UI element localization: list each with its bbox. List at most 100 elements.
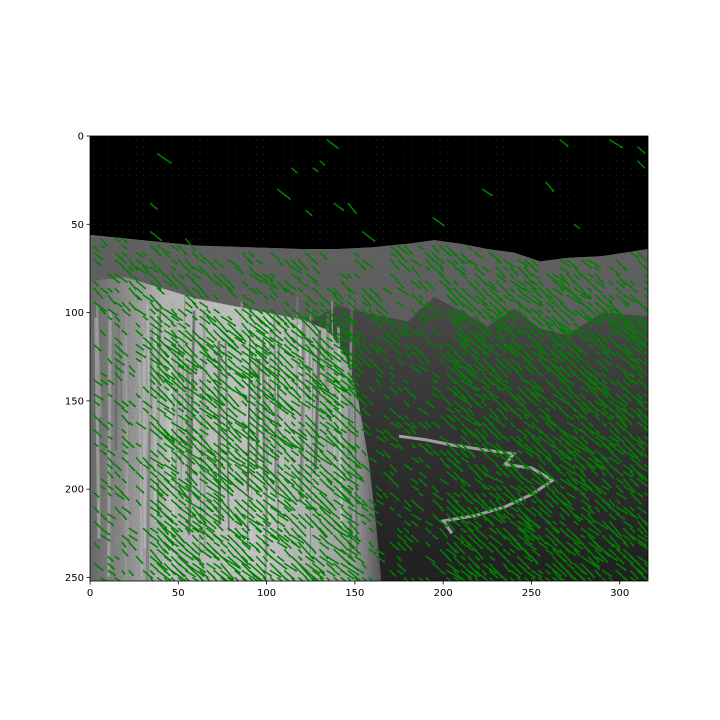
quiver-arrow — [460, 372, 473, 383]
quiver-dot — [496, 210, 498, 212]
quiver-dot — [376, 217, 377, 219]
quiver-arrow — [304, 449, 321, 463]
quiver-dot — [602, 210, 603, 212]
quiver-arrow — [523, 449, 534, 458]
quiver-dot — [587, 196, 589, 197]
quiver-dot — [135, 146, 137, 148]
quiver-dot — [545, 210, 547, 212]
quiver-dot — [566, 139, 568, 141]
quiver-dot — [291, 188, 293, 190]
quiver-arrow-head — [566, 144, 569, 147]
quiver-dot — [361, 210, 363, 212]
quiver-arrow — [262, 400, 276, 416]
quiver-arrow-head — [463, 448, 467, 452]
quiver-arrow — [545, 485, 555, 494]
quiver-dot — [284, 196, 286, 197]
quiver-arrow-head — [395, 392, 398, 395]
quiver-arrow-head — [275, 362, 278, 365]
quiver-arrow-head — [428, 362, 431, 365]
quiver-dot — [573, 217, 575, 219]
quiver-arrow-head — [359, 466, 362, 469]
quiver-arrow — [184, 463, 198, 475]
quiver-arrow — [319, 294, 332, 307]
quiver-arrow-head — [256, 466, 259, 469]
quiver-dot — [270, 153, 272, 155]
quiver-arrow-head — [478, 439, 482, 442]
quiver-dot — [418, 153, 420, 155]
quiver-arrow — [467, 492, 476, 502]
quiver-arrow — [93, 393, 105, 401]
quiver-arrow-head — [616, 325, 619, 328]
quiver-dot — [453, 181, 455, 183]
quiver-dot — [587, 146, 589, 148]
quiver-arrow — [439, 414, 449, 424]
quiver-dot — [602, 203, 603, 205]
quiver-arrow-head — [167, 367, 170, 370]
quiver-arrow-head — [462, 268, 465, 271]
quiver-arrow — [502, 308, 512, 318]
quiver-dot — [482, 217, 483, 219]
quiver-arrow — [156, 343, 169, 358]
quiver-dot — [609, 231, 611, 233]
quiver-arrow-head — [612, 504, 615, 507]
quiver-arrow — [629, 393, 644, 404]
quiver-arrow-head — [421, 459, 424, 462]
quiver-arrow-head — [428, 268, 431, 271]
quiver-arrow-head — [218, 378, 221, 381]
quiver-arrow — [227, 393, 240, 408]
quiver-arrow-head — [374, 503, 377, 506]
quiver-dot — [503, 203, 505, 205]
quiver-arrow — [304, 315, 322, 334]
quiver-dot — [347, 196, 349, 197]
quiver-arrow-head — [190, 440, 193, 443]
quiver-arrow-head — [571, 417, 574, 420]
quiver-arrow-head — [265, 487, 268, 491]
quiver-arrow — [255, 421, 269, 432]
quiver-arrow-head — [525, 468, 529, 471]
quiver-arrow — [276, 343, 296, 359]
quiver-arrow-head — [600, 404, 603, 407]
quiver-arrow-head — [247, 362, 250, 365]
quiver-arrow — [283, 407, 295, 416]
quiver-arrow-head — [569, 503, 572, 506]
quiver-arrow — [559, 372, 568, 382]
quiver-dot — [595, 217, 596, 219]
quiver-arrow-head — [140, 334, 143, 337]
quiver-arrow-head — [272, 298, 275, 301]
quiver-dot — [566, 217, 568, 219]
quiver-arrow-head — [172, 447, 175, 450]
quiver-dot — [460, 238, 462, 240]
quiver-arrow-head — [334, 293, 337, 296]
quiver-arrow-head — [218, 483, 221, 486]
quiver-arrow-head — [352, 365, 355, 368]
quiver-arrow-head — [337, 426, 340, 429]
quiver-dot — [623, 203, 625, 205]
quiver-arrow — [481, 343, 501, 357]
quiver-dot — [263, 224, 264, 226]
quiver-dot — [432, 210, 434, 212]
quiver-dot — [510, 203, 512, 205]
quiver-dot — [517, 139, 519, 141]
quiver-arrow-head — [267, 471, 270, 474]
quiver-dot — [397, 153, 399, 155]
quiver-arrow-head — [657, 487, 659, 489]
quiver-arrow-head — [297, 404, 300, 407]
quiver-arrow — [424, 259, 435, 269]
quiver-arrow-head — [266, 353, 269, 356]
quiver-arrow — [643, 273, 648, 278]
quiver-arrow — [453, 287, 463, 299]
quiver-arrow — [184, 287, 196, 300]
quiver-dot — [185, 196, 187, 197]
quiver-arrow-head — [330, 480, 333, 483]
quiver-arrow — [601, 463, 615, 480]
quiver-dot — [397, 174, 399, 176]
quiver-arrow-head — [301, 374, 304, 377]
quiver-dot — [467, 217, 469, 219]
quiver-arrow — [276, 400, 287, 410]
quiver-arrow — [248, 421, 266, 436]
quiver-dot — [531, 217, 533, 219]
quiver-arrow — [248, 442, 264, 459]
quiver-arrow — [213, 428, 232, 446]
quiver-dot — [340, 188, 342, 190]
quiver-dot — [404, 153, 406, 155]
